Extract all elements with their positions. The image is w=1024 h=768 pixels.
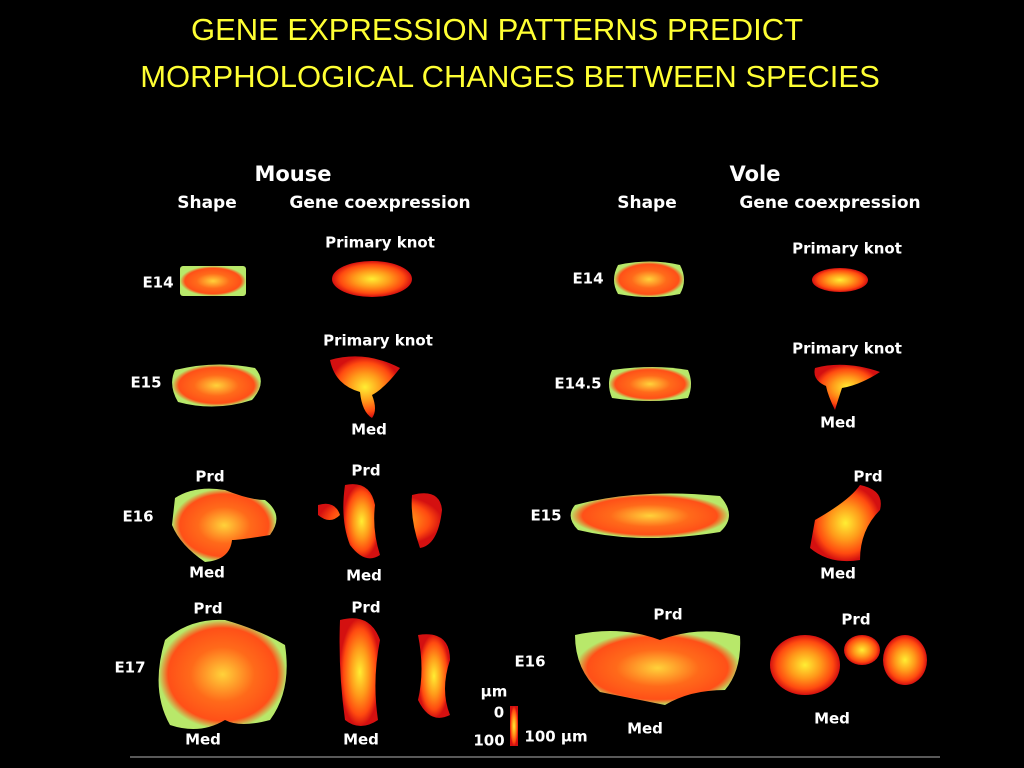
coexpression-label: Med [346, 567, 382, 585]
shape-label: Prd [193, 600, 222, 618]
column-label: Gene coexpression [289, 193, 470, 213]
stage-label: E14 [142, 274, 173, 292]
stage-label: E14 [572, 270, 603, 288]
coexpression-label: Prd [351, 599, 380, 617]
stage-label: E15 [130, 374, 161, 392]
coexpression-label: Med [820, 414, 856, 432]
shape-label: Prd [195, 468, 224, 486]
species-label: Vole [730, 162, 781, 186]
coexpression-label: Med [351, 421, 387, 439]
scale-min: 0 [494, 704, 504, 722]
coexpression-label: Med [343, 731, 379, 749]
coexpression-label: Prd [351, 462, 380, 480]
species-label: Mouse [254, 162, 331, 186]
scale-max: 100 [473, 732, 504, 750]
column-label: Gene coexpression [739, 193, 920, 213]
shape-label: Med [189, 564, 225, 582]
coexpression-label: Primary knot [323, 332, 433, 350]
coexpression-label: Primary knot [792, 240, 902, 258]
coexpression-label: Med [820, 565, 856, 583]
coexpression-label: Primary knot [325, 234, 435, 252]
coexpression-label: Med [814, 710, 850, 728]
color-scale [510, 706, 518, 746]
coexpression-label: Primary knot [792, 340, 902, 358]
stage-label: E16 [122, 508, 153, 526]
title-line: MORPHOLOGICAL CHANGES BETWEEN SPECIES [140, 59, 880, 94]
shape-label: Prd [653, 606, 682, 624]
stage-label: E17 [114, 659, 145, 677]
scale-unit: μm [481, 683, 508, 701]
coexpression-label: Prd [853, 468, 882, 486]
vole-images [570, 261, 927, 705]
shape-label: Med [185, 731, 221, 749]
stage-label: E16 [514, 653, 545, 671]
mouse-images [158, 261, 450, 729]
title-line: GENE EXPRESSION PATTERNS PREDICT [191, 12, 803, 47]
column-label: Shape [617, 193, 677, 213]
shape-label: Med [627, 720, 663, 738]
column-label: Shape [177, 193, 237, 213]
scale-bar-label: 100 μm [524, 728, 587, 746]
stage-label: E14.5 [554, 375, 601, 393]
coexpression-label: Prd [841, 611, 870, 629]
stage-label: E15 [530, 507, 561, 525]
